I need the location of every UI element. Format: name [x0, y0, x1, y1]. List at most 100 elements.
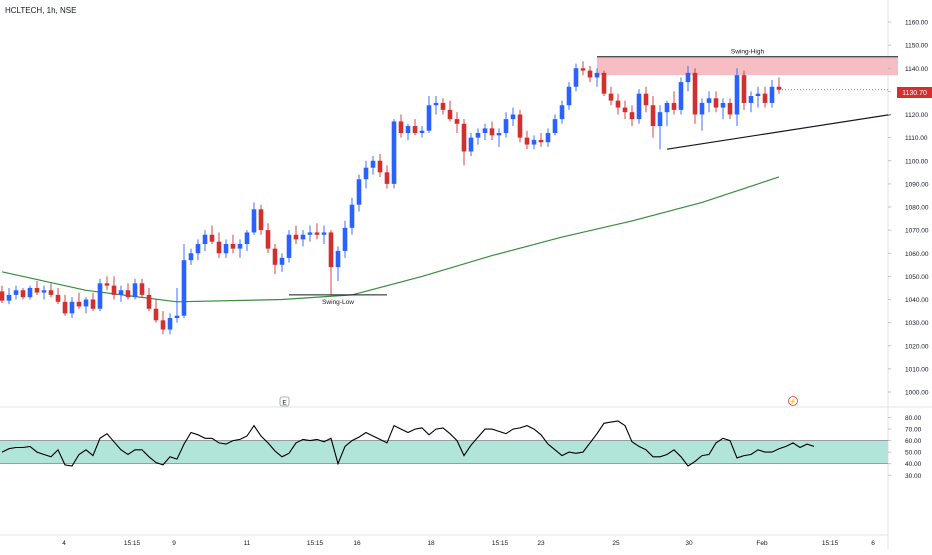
candle-body — [692, 72, 698, 115]
candle-body — [328, 232, 334, 268]
candle-body — [0, 291, 5, 301]
candle-body — [300, 234, 306, 240]
candle-body — [181, 260, 187, 316]
time-tick-label: 18 — [427, 540, 435, 547]
candle-body — [111, 285, 117, 295]
candle-body — [125, 290, 131, 298]
rsi-axis: 80.00 70.00 60.00 50.00 40.00 30.00 — [888, 415, 922, 480]
swing-low-label: Swing-Low — [322, 299, 354, 306]
candle-body — [615, 100, 621, 108]
time-tick-label: 11 — [244, 540, 251, 547]
time-tick-label: 16 — [353, 540, 361, 547]
price-tick-label: 1110.00 — [905, 135, 928, 142]
candle-body — [657, 112, 663, 127]
candle-body — [475, 133, 481, 138]
candle-body — [587, 70, 593, 78]
candle-body — [503, 119, 509, 133]
candle-body — [440, 102, 446, 110]
candle-body — [720, 102, 726, 108]
time-tick-label: 15:15 — [124, 540, 141, 547]
candle-body — [55, 294, 61, 302]
candle-body — [538, 139, 544, 143]
candle-body — [650, 105, 656, 127]
candle-body — [741, 75, 747, 103]
candle-body — [377, 160, 383, 173]
candle-body — [447, 109, 453, 120]
candle-body — [335, 250, 341, 268]
candle-body — [685, 72, 691, 83]
candle-body — [426, 105, 432, 131]
candle-body — [769, 86, 775, 103]
candle-body — [307, 232, 313, 235]
price-tick-label: 1010.00 — [905, 366, 929, 373]
time-tick-label: 15:15 — [492, 540, 509, 547]
candle-body — [671, 102, 677, 110]
candle-body — [167, 318, 173, 330]
candle-body — [13, 290, 19, 295]
candle-body — [384, 172, 390, 184]
candle-body — [83, 299, 89, 307]
candle-body — [69, 301, 75, 314]
candle-body — [104, 283, 110, 286]
candle-body — [489, 128, 495, 136]
rsi-tick-label: 40.00 — [905, 461, 922, 468]
candle-body — [566, 86, 572, 106]
candle-body — [279, 257, 285, 265]
price-tick-label: 1060.00 — [905, 251, 929, 258]
candle-body — [370, 160, 376, 168]
chart-title: HCLTECH, 1h, NSE — [5, 6, 76, 15]
candle-body — [517, 114, 523, 138]
candle-body — [524, 137, 530, 145]
earnings-marker[interactable]: E — [279, 396, 290, 407]
support-trendline — [666, 113, 892, 150]
candle-body — [580, 68, 586, 71]
price-tick-label: 1120.00 — [905, 112, 928, 119]
candle-body — [398, 121, 404, 133]
earnings-marker-label: E — [282, 400, 287, 407]
candle-body — [699, 102, 705, 115]
rsi-tick-label: 30.00 — [905, 473, 922, 480]
price-tick-label: 1080.00 — [905, 205, 929, 212]
candle-body — [573, 68, 579, 87]
candle-body — [286, 234, 292, 258]
price-tick-label: 1100.00 — [905, 158, 928, 165]
candle-body — [594, 72, 600, 78]
price-tick-label: 1000.00 — [905, 390, 929, 397]
candle-body — [237, 244, 243, 249]
candle-body — [321, 232, 327, 235]
candle-body — [510, 114, 516, 120]
candle-body — [454, 119, 460, 124]
candle-body — [496, 133, 502, 136]
rsi-tick-label: 80.00 — [905, 415, 922, 422]
price-tick-label: 1030.00 — [905, 320, 929, 327]
candle-body — [391, 121, 397, 184]
candle-body — [468, 137, 474, 152]
candle-body — [552, 119, 558, 133]
rsi-tick-label: 50.00 — [905, 450, 922, 457]
candle-body — [265, 230, 271, 249]
time-tick-label: 15:15 — [307, 540, 324, 547]
candle-body — [76, 301, 82, 307]
candle-body — [643, 93, 649, 106]
last-price-badge: 1130.70 — [897, 87, 932, 98]
candle-body — [90, 299, 96, 309]
price-tick-label: 1140.00 — [905, 66, 928, 73]
time-tick-label: 6 — [871, 540, 875, 547]
candle-body — [41, 290, 47, 293]
candle-body — [216, 241, 222, 254]
price-tick-label: 1090.00 — [905, 181, 929, 188]
candle-body — [776, 86, 782, 90]
candle-body — [734, 75, 740, 115]
candle-body — [622, 107, 628, 113]
price-tick-label: 1160.00 — [905, 20, 928, 27]
last-price-label: 1130.70 — [902, 90, 927, 97]
candle-body — [20, 290, 26, 298]
dividend-marker[interactable]: ⚡ — [788, 396, 798, 406]
candle-body — [559, 105, 565, 120]
candle-body — [272, 248, 278, 265]
candle-body — [223, 244, 229, 254]
candle-body — [461, 123, 467, 152]
